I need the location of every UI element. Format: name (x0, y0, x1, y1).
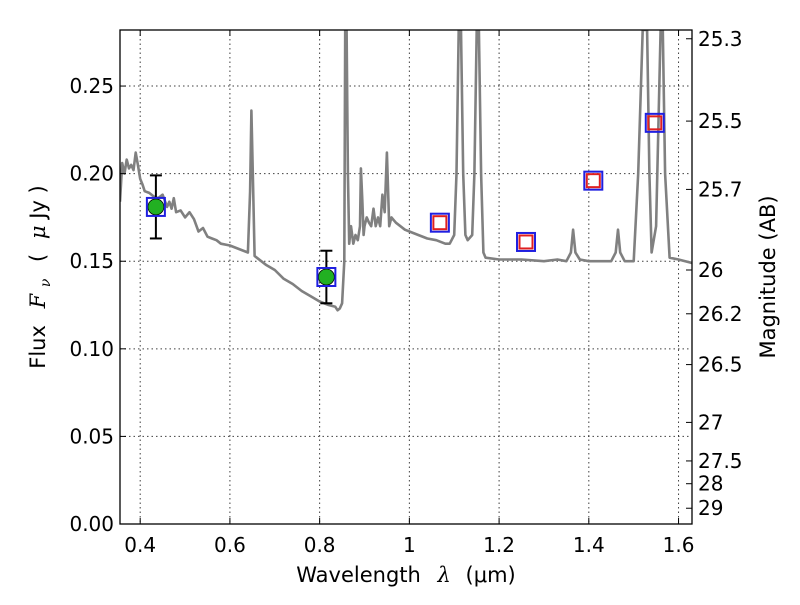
y2-axis-title: Magnitude (AB) (756, 195, 780, 358)
x-axis-title-word: Wavelength (296, 563, 421, 587)
x-tick-label: 1.4 (573, 533, 605, 557)
y2-tick-label: 26 (698, 258, 723, 282)
y-tick-label: 0.20 (69, 162, 114, 186)
upper-limit-square (432, 215, 448, 231)
x-tick-label: 1 (403, 533, 416, 557)
x-tick-label: 1.6 (663, 533, 695, 557)
x-axis-title: Wavelength λ (μm) (296, 563, 515, 587)
series-layer (120, 30, 692, 312)
photometry-point-circle (147, 198, 165, 216)
y2-tick-label: 26.2 (698, 302, 743, 326)
y-tick-label: 0.00 (69, 512, 114, 536)
y-axis-title-word: Flux (26, 325, 50, 369)
marker-layer (145, 112, 665, 305)
x-tick-label: 0.6 (214, 533, 246, 557)
y-axis-title: Flux F ν ( μ Jy ) (26, 185, 55, 369)
y2-tick-label: 25.7 (698, 177, 743, 201)
y2-tick-label: 27.5 (698, 449, 743, 473)
model-point-square (644, 112, 665, 133)
y2-tick-label: 25.5 (698, 109, 743, 133)
y2-tick-label: 27 (698, 410, 723, 434)
x-tick-label: 0.8 (304, 533, 336, 557)
model-point-square (583, 170, 604, 191)
y-axis-title-unit-rest: Jy ) (26, 185, 50, 221)
y2-tick-label: 25.3 (698, 27, 743, 51)
upper-limit-square (518, 234, 534, 250)
upper-limit-square (585, 173, 601, 189)
x-axis-title-unit: (μm) (466, 563, 516, 587)
x-axis-ticks: 0.4 0.6 0.8 1 1.2 1.4 1.6 (124, 30, 694, 557)
model-point-square (145, 196, 166, 217)
x-tick-label: 0.4 (124, 533, 156, 557)
x-axis-title-symbol: λ (437, 563, 451, 587)
grid-lines (120, 30, 692, 524)
y2-tick-label: 29 (698, 496, 723, 520)
y-axis-title-unit-mu: μ (26, 225, 50, 239)
model-point-square (516, 231, 537, 252)
y2-tick-label: 28 (698, 472, 723, 496)
y-axis-title-symbol: F (26, 292, 50, 309)
photometry-point-circle (317, 268, 335, 286)
y-tick-label: 0.10 (69, 337, 114, 361)
y-axis-title-unit-open: ( (26, 254, 50, 262)
model-point-square (316, 267, 337, 287)
x-tick-label: 1.2 (483, 533, 515, 557)
upper-limit-square (647, 115, 663, 131)
plot-background (120, 30, 692, 524)
y2-tick-label: 26.5 (698, 353, 743, 377)
model-point-square (429, 212, 450, 233)
y-axis-title-subscript: ν (38, 278, 54, 287)
y-tick-label: 0.15 (69, 249, 114, 273)
y-axis-ticks: 0.00 0.05 0.10 0.15 0.20 0.25 (69, 74, 126, 536)
y-tick-label: 0.25 (69, 74, 114, 98)
y-tick-label: 0.05 (69, 424, 114, 448)
plot-frame (119, 29, 693, 525)
model-spectrum-line (120, 30, 692, 312)
